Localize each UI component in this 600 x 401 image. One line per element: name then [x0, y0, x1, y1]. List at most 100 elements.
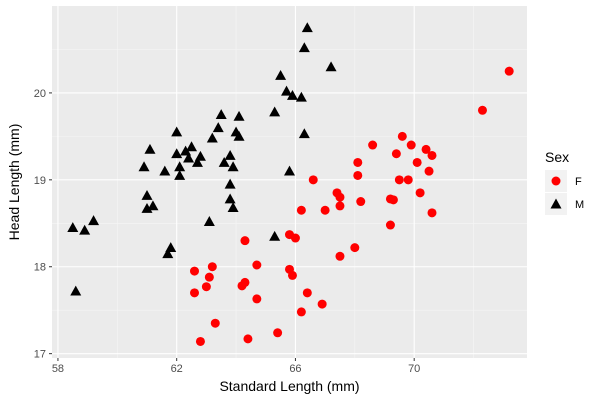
point-f — [427, 150, 437, 160]
point-m — [162, 248, 174, 259]
point-f — [243, 334, 253, 344]
point-f — [240, 236, 250, 246]
point-f — [424, 166, 434, 176]
point-f — [190, 266, 199, 276]
point-m — [70, 285, 82, 296]
grid-minor — [52, 6, 527, 358]
point-m — [269, 106, 281, 117]
point-m — [159, 165, 171, 176]
point-m — [147, 200, 159, 211]
point-f — [273, 328, 283, 338]
point-f — [350, 243, 360, 253]
point-f — [385, 220, 395, 230]
point-f — [237, 281, 247, 291]
point-m — [174, 161, 186, 172]
legend-label-m: M — [575, 199, 584, 211]
point-f — [477, 105, 487, 115]
legend-title: Sex — [545, 149, 569, 165]
point-m — [275, 70, 287, 80]
point-m — [141, 189, 153, 200]
point-f — [252, 260, 262, 270]
point-m — [171, 148, 183, 159]
point-f — [190, 288, 199, 298]
point-m — [174, 169, 186, 180]
point-m — [191, 156, 203, 167]
point-m — [141, 203, 153, 213]
point-f — [287, 270, 297, 280]
x-tick-label: 66 — [289, 363, 301, 375]
point-f — [394, 175, 404, 185]
point-m — [284, 165, 295, 176]
point-m — [325, 61, 337, 72]
point-m — [218, 156, 230, 167]
point-f — [335, 192, 345, 202]
point-f — [201, 282, 211, 292]
point-m — [215, 109, 227, 120]
point-m — [295, 91, 307, 102]
point-m — [224, 149, 236, 160]
point-m — [79, 224, 91, 235]
point-m — [212, 122, 224, 133]
point-f — [412, 157, 422, 167]
point-f — [403, 175, 413, 185]
point-f — [320, 205, 330, 215]
point-f — [388, 195, 398, 205]
plot-panel — [52, 6, 527, 358]
point-f — [353, 157, 363, 167]
legend-key-f-marker — [551, 176, 561, 186]
x-axis-title: Standard Length (mm) — [219, 378, 359, 394]
point-f — [335, 251, 345, 261]
point-f — [302, 288, 312, 298]
point-f — [296, 307, 306, 317]
point-m — [286, 90, 298, 100]
legend-key-m-marker — [550, 198, 562, 209]
point-f — [406, 140, 416, 150]
y-axis-ticks: 17 18 19 20 — [34, 88, 52, 361]
point-f — [317, 299, 327, 309]
point-m — [298, 128, 310, 139]
point-m — [227, 202, 239, 213]
y-tick-label: 19 — [34, 175, 46, 187]
point-m — [171, 126, 183, 137]
x-tick-label: 58 — [52, 363, 64, 375]
point-f — [195, 336, 205, 346]
point-m — [301, 22, 313, 33]
point-f — [368, 140, 378, 150]
point-m — [281, 85, 293, 96]
point-m — [183, 152, 195, 163]
y-tick-label: 18 — [34, 262, 46, 274]
point-f — [290, 233, 300, 243]
point-f — [353, 170, 363, 180]
point-f — [207, 262, 217, 272]
point-f — [504, 66, 514, 76]
point-f — [427, 208, 437, 218]
point-m — [144, 143, 156, 154]
point-f — [204, 272, 214, 282]
point-f — [391, 149, 401, 159]
point-f — [252, 294, 262, 304]
legend: Sex F M — [545, 149, 584, 215]
x-axis-ticks: 58 62 66 70 — [52, 358, 420, 375]
point-m — [138, 161, 150, 172]
point-m — [186, 141, 198, 152]
point-m — [203, 216, 215, 226]
point-m — [227, 161, 239, 172]
x-tick-label: 70 — [408, 363, 420, 375]
legend-label-f: F — [575, 176, 582, 188]
point-m — [269, 230, 281, 241]
point-f — [296, 205, 306, 215]
point-m — [224, 178, 236, 189]
point-m — [298, 42, 310, 53]
point-f — [335, 201, 345, 211]
x-tick-label: 62 — [171, 363, 183, 375]
point-m — [206, 132, 218, 143]
point-f — [356, 197, 366, 207]
point-m — [233, 130, 245, 141]
y-tick-label: 20 — [34, 88, 46, 100]
point-f — [210, 318, 220, 328]
point-m — [67, 222, 79, 233]
point-m — [88, 215, 100, 226]
point-f — [415, 188, 425, 198]
point-m — [224, 193, 236, 204]
